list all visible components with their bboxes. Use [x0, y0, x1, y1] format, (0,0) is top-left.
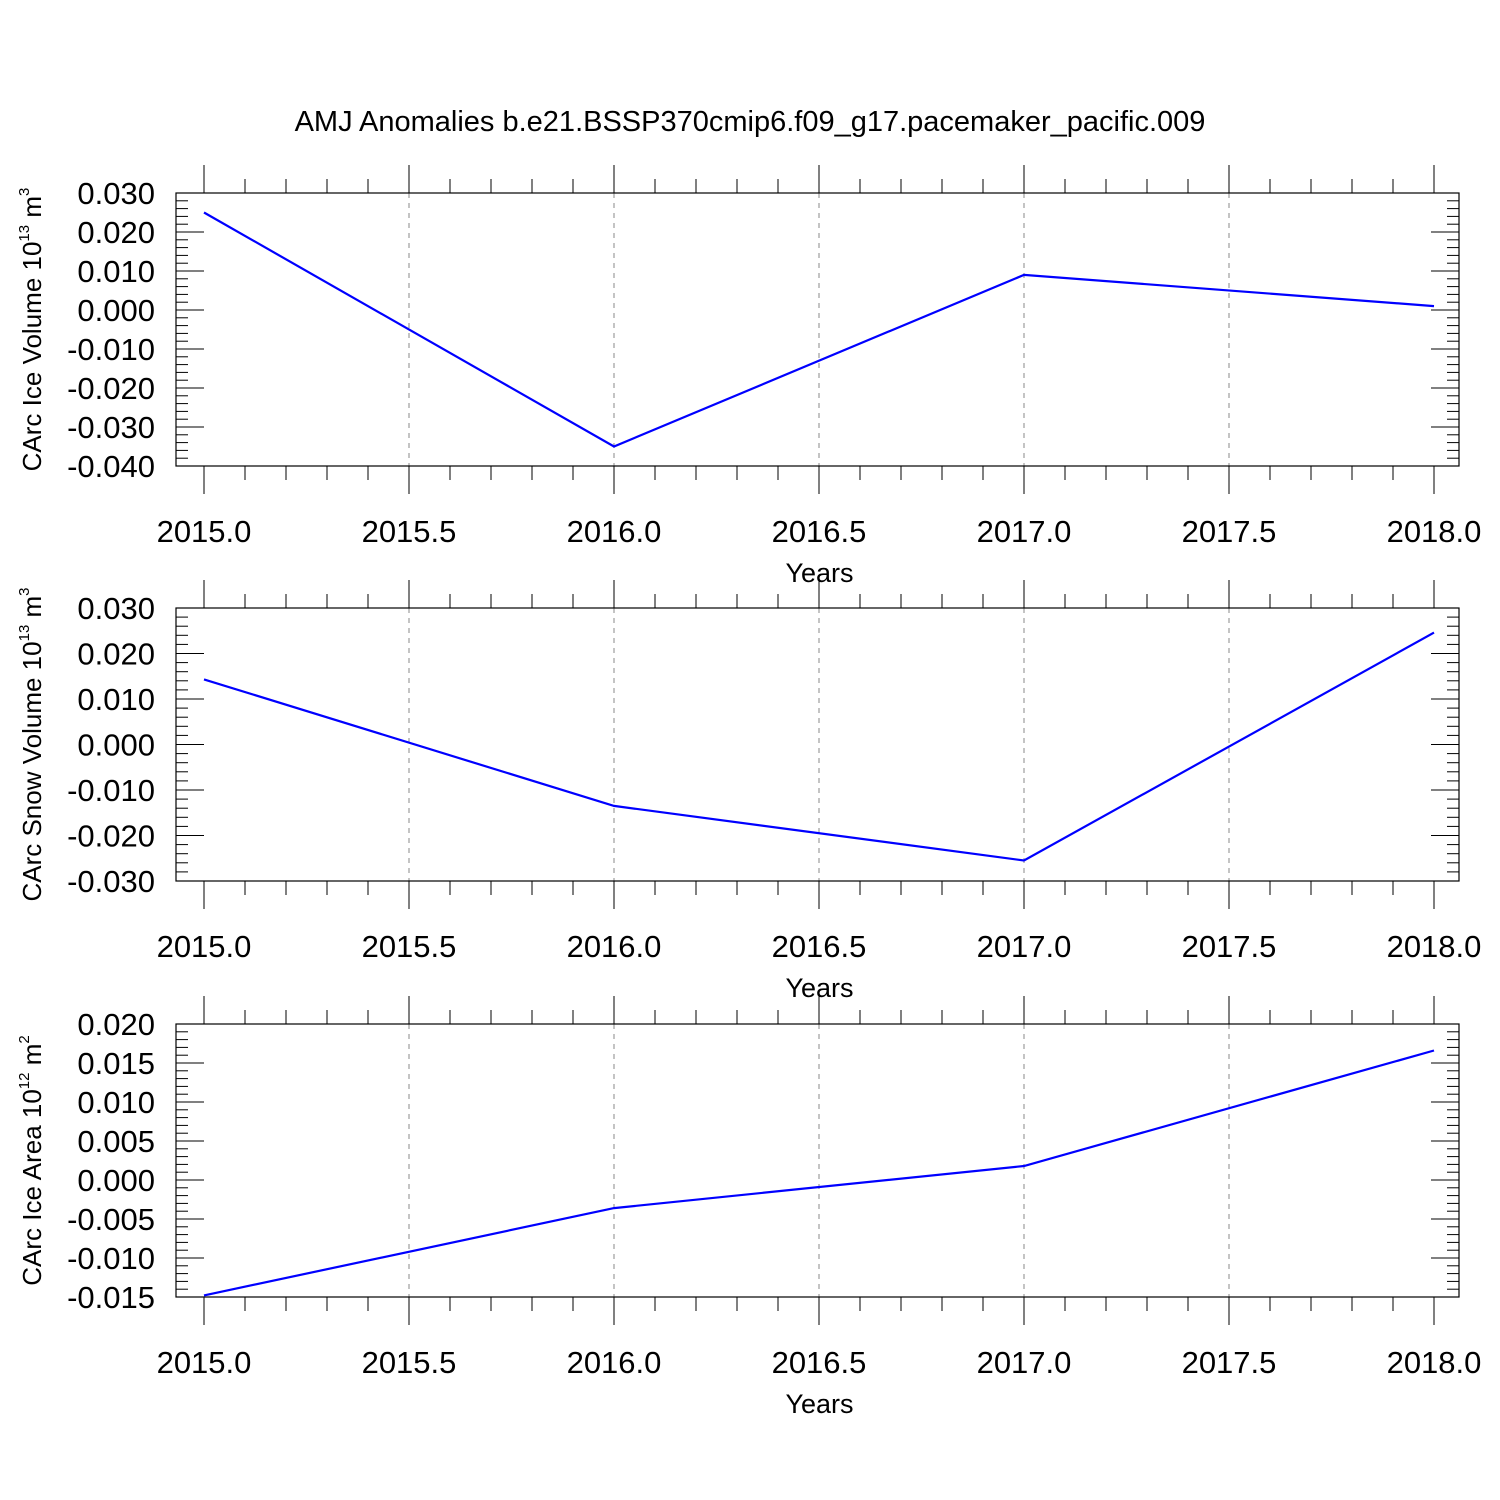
- y-axis-title-text: m: [17, 1044, 47, 1073]
- x-tick-label: 2018.0: [1387, 929, 1482, 964]
- series-line: [203, 211, 1435, 448]
- panel-3: 0.020 0.015 0.010 0.005 0.000 -0.005 -0.010 -0.…: [16, 996, 1481, 1419]
- y-tick-label: -0.010: [67, 773, 155, 808]
- x-tick-label: 2017.5: [1182, 929, 1277, 964]
- y-tick-label: 0.020: [77, 215, 155, 250]
- y-tick-label: 0.010: [77, 1085, 155, 1120]
- y-tick-label: 0.000: [77, 293, 155, 328]
- y-tick-label: -0.010: [67, 332, 155, 367]
- y-tick-label: -0.015: [67, 1280, 155, 1315]
- y-tick-label: 0.030: [77, 176, 155, 211]
- series-line: [203, 631, 1435, 862]
- y-axis-title-superscript: 13: [16, 225, 33, 242]
- y-tick-label: 0.000: [77, 1163, 155, 1198]
- x-tick-label: 2015.5: [362, 929, 457, 964]
- x-tick-label: 2016.0: [567, 514, 662, 549]
- y-tick-label: -0.020: [67, 819, 155, 854]
- y-axis-title-superscript: 2: [16, 1035, 33, 1043]
- plot-frame: [175, 1023, 1460, 1298]
- x-tick-label: 2018.0: [1387, 514, 1482, 549]
- chart-title: AMJ Anomalies b.e21.BSSP370cmip6.f09_g17…: [295, 106, 1206, 138]
- y-axis-title: CArc Ice Area 1012 m2: [16, 1035, 47, 1285]
- y-axis-title: CArc Snow Volume 1013 m3: [16, 587, 47, 901]
- x-axis-title: Years: [785, 1389, 853, 1419]
- x-tick-label: 2017.5: [1182, 1345, 1277, 1380]
- x-tick-label: 2017.0: [977, 929, 1072, 964]
- y-axis-title-text: CArc Ice Volume 10: [17, 242, 47, 472]
- x-tick-label: 2015.0: [157, 514, 252, 549]
- y-tick-label: -0.020: [67, 371, 155, 406]
- y-tick-label: 0.030: [77, 591, 155, 626]
- y-tick-label: 0.020: [77, 1007, 155, 1042]
- y-axis-title-superscript: 3: [16, 587, 33, 595]
- x-tick-label: 2017.0: [977, 1345, 1072, 1380]
- y-axis-title-superscript: 13: [16, 625, 33, 642]
- x-tick-label: 2016.5: [772, 514, 867, 549]
- y-tick-label: 0.010: [77, 682, 155, 717]
- panel-2: 0.0300.0200.0100.000-0.010-0.020-0.03020…: [16, 580, 1481, 1003]
- x-tick-label: 2017.5: [1182, 514, 1277, 549]
- y-axis-title-text: m: [17, 196, 47, 225]
- x-tick-label: 2016.0: [567, 1345, 662, 1380]
- x-tick-label: 2015.0: [157, 929, 252, 964]
- x-tick-label: 2015.5: [362, 1345, 457, 1380]
- y-tick-label: -0.030: [67, 410, 155, 445]
- x-tick-label: 2016.5: [772, 929, 867, 964]
- y-axis-title-text: CArc Ice Area 10: [17, 1089, 47, 1286]
- plot-frame: [175, 607, 1460, 882]
- y-tick-label: -0.010: [67, 1241, 155, 1276]
- series-line: [203, 1049, 1435, 1297]
- y-axis-title-superscript: 12: [16, 1073, 33, 1090]
- y-axis-title-text: CArc Snow Volume 10: [17, 641, 47, 901]
- x-tick-label: 2017.0: [977, 514, 1072, 549]
- y-axis-title-text: m: [17, 596, 47, 625]
- y-tick-label: 0.000: [77, 728, 155, 763]
- y-tick-label: 0.015: [77, 1046, 155, 1081]
- y-tick-label: 0.020: [77, 637, 155, 672]
- x-tick-label: 2016.5: [772, 1345, 867, 1380]
- x-tick-label: 2015.0: [157, 1345, 252, 1380]
- y-tick-label: -0.005: [67, 1202, 155, 1237]
- y-tick-label: 0.005: [77, 1124, 155, 1159]
- x-tick-label: 2015.5: [362, 514, 457, 549]
- y-tick-label: -0.030: [67, 864, 155, 899]
- y-tick-label: -0.040: [67, 449, 155, 484]
- plot-frame: [175, 192, 1460, 467]
- x-tick-label: 2018.0: [1387, 1345, 1482, 1380]
- y-axis-title-superscript: 3: [16, 188, 33, 196]
- y-tick-label: 0.010: [77, 254, 155, 289]
- x-tick-label: 2016.0: [567, 929, 662, 964]
- y-axis-title: CArc Ice Volume 1013 m3: [16, 188, 47, 472]
- panel-1: 0.030 0.020 0.010 0.000 -0.010 -0.020 -0.030 -0…: [16, 165, 1481, 588]
